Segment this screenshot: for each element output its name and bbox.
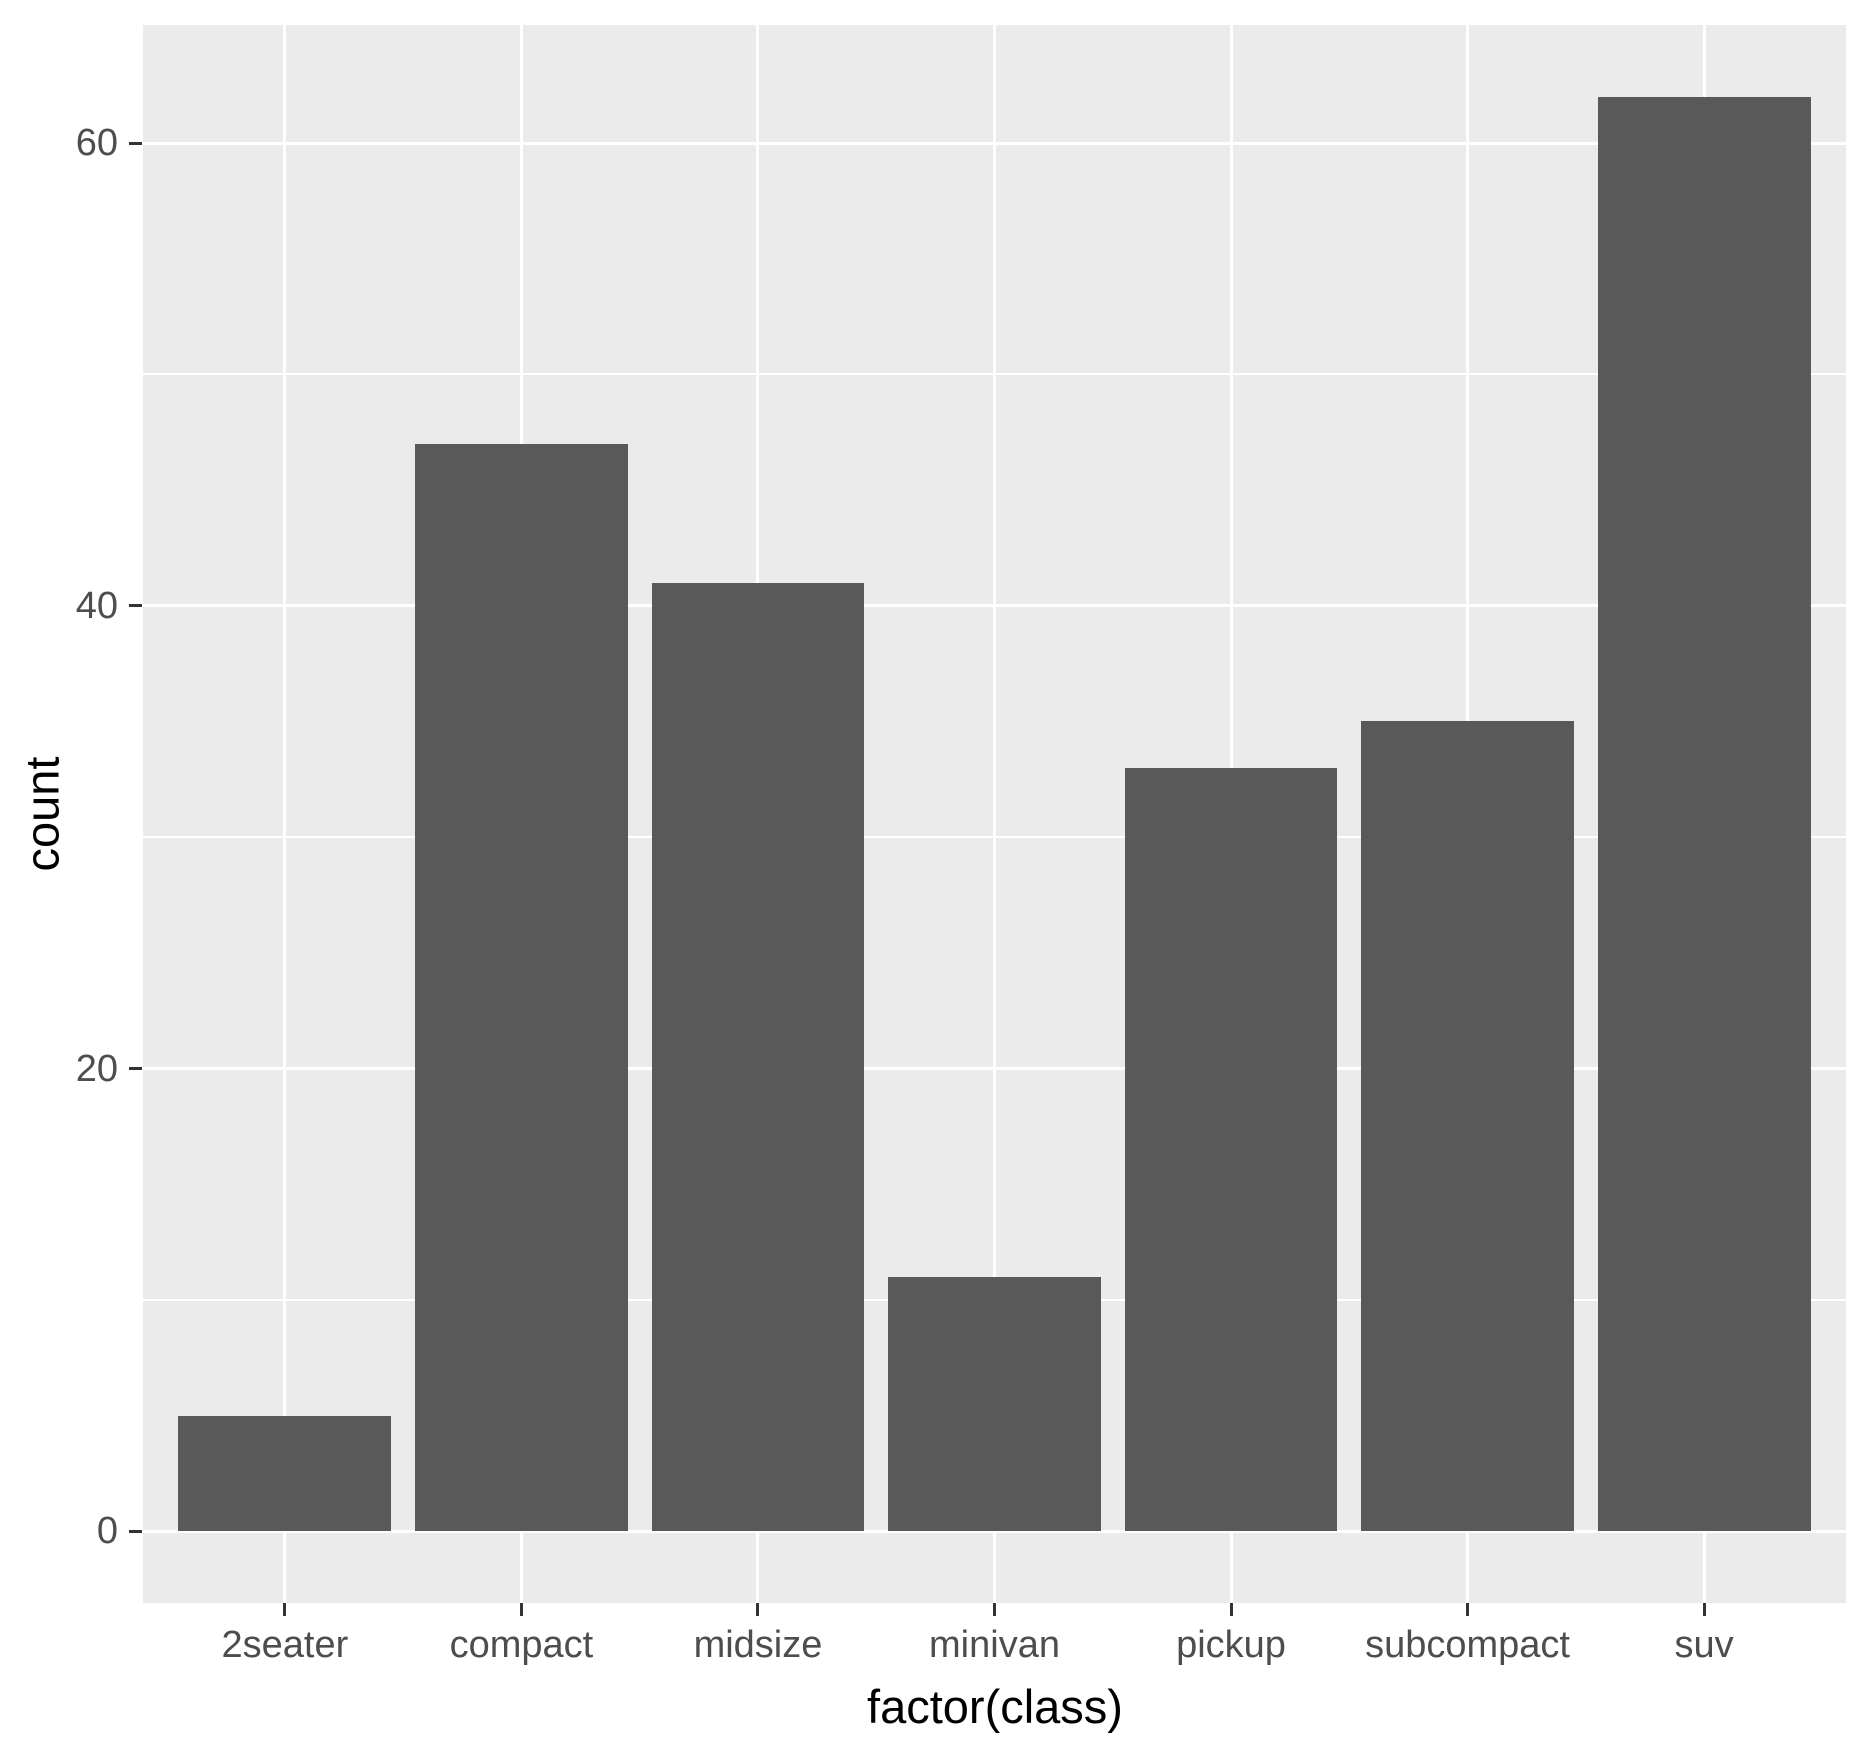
x-major-gridline xyxy=(283,25,287,1603)
y-tick-mark xyxy=(129,141,142,145)
x-tick-label: subcompact xyxy=(1365,1624,1570,1666)
y-axis-title: count xyxy=(15,756,69,872)
bar-compact xyxy=(415,443,628,1532)
x-major-gridline xyxy=(993,25,996,1603)
x-axis-title: factor(class) xyxy=(867,1680,1123,1733)
x-tick-label: minivan xyxy=(929,1624,1060,1666)
x-tick-mark xyxy=(1702,1603,1706,1616)
x-tick-label: midsize xyxy=(693,1624,823,1666)
x-tick-label: pickup xyxy=(1176,1624,1286,1666)
x-tick-label: compact xyxy=(449,1624,594,1666)
bar-minivan xyxy=(888,1276,1101,1532)
x-tick-mark xyxy=(1466,1603,1470,1616)
bar-pickup xyxy=(1124,767,1338,1532)
x-tick-mark xyxy=(519,1603,523,1616)
y-tick-label: 0 xyxy=(96,1510,118,1553)
plot-panel xyxy=(143,25,1846,1603)
bar-suv xyxy=(1597,96,1811,1532)
bar-subcompact xyxy=(1361,721,1574,1532)
y-tick-mark xyxy=(129,604,142,608)
x-tick-mark xyxy=(1229,1603,1233,1616)
y-tick-label: 40 xyxy=(75,584,118,627)
x-tick-label: 2seater xyxy=(221,1624,349,1666)
x-tick-mark xyxy=(283,1603,287,1616)
y-tick-mark xyxy=(129,1067,142,1071)
y-tick-label: 20 xyxy=(75,1047,118,1090)
x-tick-label: suv xyxy=(1674,1624,1734,1666)
y-tick-mark xyxy=(129,1529,142,1533)
x-tick-mark xyxy=(756,1603,760,1616)
bar-2seater xyxy=(178,1415,392,1532)
y-tick-label: 60 xyxy=(75,122,118,164)
bar-midsize xyxy=(651,582,865,1532)
x-tick-mark xyxy=(993,1603,996,1616)
